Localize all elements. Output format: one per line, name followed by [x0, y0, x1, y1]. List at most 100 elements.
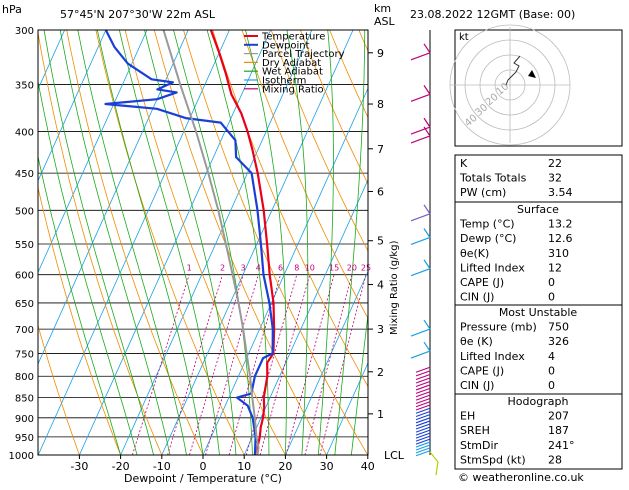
wet-adiabat-line — [97, 30, 203, 455]
table-row-label: θe (K) — [460, 335, 493, 348]
table-row-label: Totals Totals — [459, 172, 527, 185]
table-row-value: 12 — [548, 261, 562, 274]
mixing-ratio-label: 1 — [187, 264, 192, 273]
table-row-label: PW (cm) — [460, 186, 506, 199]
wind-barb — [411, 329, 430, 336]
km-tick-label: 6 — [377, 185, 384, 198]
location-title: 57°45'N 207°30'W 22m ASL — [60, 8, 216, 21]
mixing-ratio-label: 2 — [220, 264, 225, 273]
wind-barb — [411, 94, 430, 101]
table-row-value: 0 — [548, 291, 555, 304]
wind-barb — [411, 136, 430, 143]
wind-barb — [411, 351, 430, 358]
table-row-value: 187 — [548, 424, 569, 437]
wind-barb — [411, 237, 430, 244]
table-row-value: 0 — [548, 276, 555, 289]
pressure-tick-label: 700 — [15, 325, 34, 336]
table-row-label: StmSpd (kt) — [460, 453, 526, 466]
km-tick-label: 8 — [377, 98, 384, 111]
pressure-axis: 3003504004505005506006507007508008509009… — [9, 26, 34, 462]
mixing-ratio-label: 3 — [241, 264, 246, 273]
km-tick-label: 4 — [377, 279, 384, 292]
credit-text: © weatheronline.co.uk — [458, 471, 584, 484]
wind-barb-flag — [424, 118, 430, 127]
pressure-tick-label: 650 — [15, 299, 34, 310]
mixing-ratio-label: 4 — [256, 264, 261, 273]
series-line-parcel-trajectory — [164, 30, 259, 455]
wet-adiabat-line — [44, 30, 154, 455]
table-row-value: 12.6 — [548, 232, 573, 245]
table-row-label: Pressure (mb) — [460, 321, 537, 334]
table-row-label: Lifted Index — [460, 261, 525, 274]
dry-adiabat-line — [622, 30, 629, 455]
surface-wind-barb — [430, 452, 438, 475]
x-tick-label: -30 — [70, 460, 88, 473]
table-row-value: 32 — [548, 172, 562, 185]
wind-barb — [416, 448, 430, 453]
wind-barb-flag — [424, 205, 430, 214]
mixing-ratio-label: 6 — [278, 264, 283, 273]
pressure-tick-label: 800 — [15, 372, 34, 383]
dry-adiabat-line — [0, 30, 79, 455]
table-row-value: 13.2 — [548, 218, 573, 231]
table-row-label: K — [460, 157, 468, 170]
series-line-dewpoint — [106, 30, 273, 455]
mixing-ratio-line — [286, 275, 334, 455]
table-row-value: 207 — [548, 410, 569, 423]
asl-label: ASL — [374, 15, 396, 28]
wet-adiabat-line — [119, 30, 219, 455]
mixing-ratio-label: 15 — [329, 264, 339, 273]
table-row-label: CAPE (J) — [460, 364, 504, 377]
km-tick-label: 5 — [377, 235, 384, 248]
wind-barb-flag — [424, 320, 430, 329]
legend-label: Mixing Ratio — [262, 84, 324, 95]
table-row-label: StmDir — [460, 439, 499, 452]
pressure-tick-label: 300 — [15, 26, 34, 37]
table-row-value: 22 — [548, 157, 562, 170]
pressure-tick-label: 450 — [15, 169, 34, 180]
wind-barb-flag — [424, 44, 430, 53]
pressure-tick-label: 750 — [15, 349, 34, 360]
wind-barb — [411, 53, 430, 60]
pressure-tick-label: 1000 — [9, 451, 34, 462]
table-row-label: Dewp (°C) — [460, 232, 516, 245]
table-row-value: 0 — [548, 379, 555, 392]
table-row-value: 0 — [548, 364, 555, 377]
table-row-label: Lifted Index — [460, 350, 525, 363]
table-row-value: 750 — [548, 321, 569, 334]
mixing-ratio-label: 10 — [305, 264, 315, 273]
hodograph-unit-label: kt — [459, 32, 469, 43]
lcl-label: LCL — [384, 449, 405, 462]
x-tick-label: 30 — [320, 460, 334, 473]
hpa-label: hPa — [2, 3, 22, 16]
wind-barb — [416, 451, 430, 456]
table-title: Hodograph — [508, 395, 569, 408]
table-row-value: 326 — [548, 335, 569, 348]
x-tick-label: 40 — [361, 460, 375, 473]
datetime-title: 23.08.2022 12GMT (Base: 00) — [410, 8, 575, 21]
km-tick-label: 2 — [377, 366, 384, 379]
pressure-tick-label: 550 — [15, 240, 34, 251]
wind-barb-flag — [424, 228, 430, 237]
pressure-tick-label: 500 — [15, 206, 34, 217]
table-title: Most Unstable — [499, 306, 578, 319]
mixing-ratio-label: 8 — [294, 264, 299, 273]
table-row-label: CAPE (J) — [460, 276, 504, 289]
pressure-tick-label: 850 — [15, 394, 34, 405]
wind-barbs — [411, 30, 438, 475]
mixing-ratio-line — [168, 275, 223, 455]
table-row-value: 241° — [548, 439, 575, 452]
table-row-value: 310 — [548, 247, 569, 260]
table-row-value: 28 — [548, 453, 562, 466]
km-tick-label: 3 — [377, 323, 384, 336]
pressure-tick-label: 400 — [15, 128, 34, 139]
wet-adiabat-line — [60, 30, 170, 455]
wet-adiabat-line — [174, 30, 253, 455]
mixing-ratio-label: 25 — [361, 264, 371, 273]
